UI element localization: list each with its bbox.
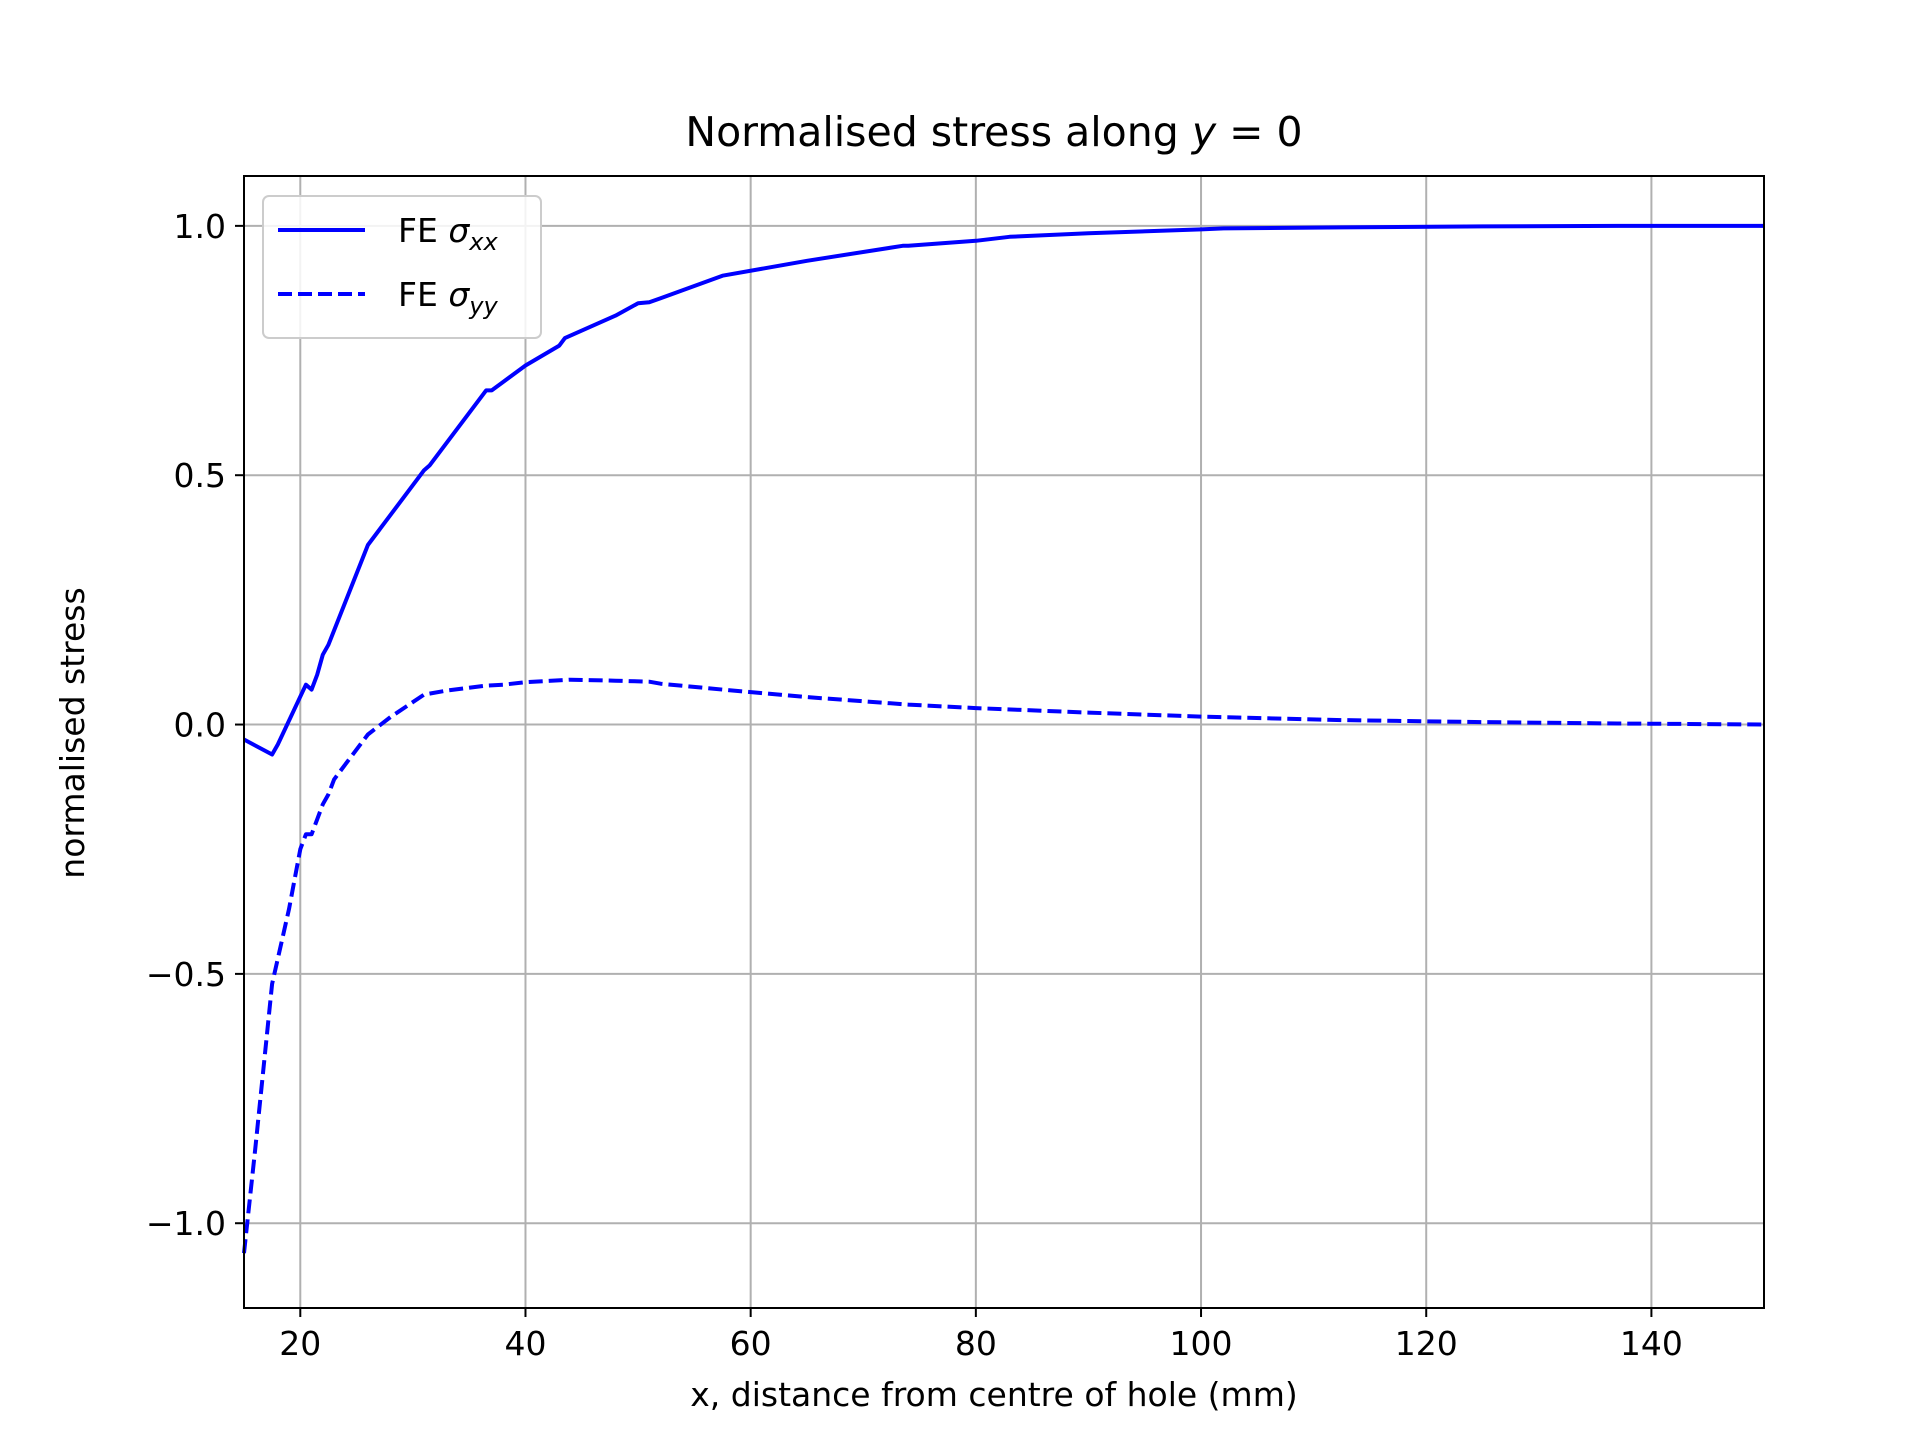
y-axis-label: normalised stress	[53, 587, 92, 878]
legend-label-sigma-yy: FE σyy	[398, 275, 498, 320]
y-tick-label: −1.0	[146, 1204, 226, 1243]
x-tick-label: 20	[279, 1324, 321, 1363]
y-tick-label: 0.5	[174, 456, 226, 495]
series-line-xx	[243, 223, 1764, 757]
y-tick-label: −0.5	[146, 955, 226, 994]
x-tick-label: 140	[1620, 1324, 1683, 1363]
x-tick-label: 40	[504, 1324, 546, 1363]
ticks: 20 40 60 80 100 120 140 −1.0 −0.5 0.0 0.5 1.0	[146, 207, 1683, 1363]
legend: FE σxx FE σyy	[262, 195, 542, 339]
series-group	[242, 223, 1765, 1254]
plot-frame	[243, 175, 1765, 1309]
chart-title: Normalised stress along y = 0	[685, 108, 1302, 156]
x-axis-label: x, distance from centre of hole (mm)	[690, 1375, 1297, 1414]
y-tick-label: 0.0	[174, 706, 226, 745]
x-tick-label: 60	[730, 1324, 772, 1363]
x-tick-label: 80	[955, 1324, 997, 1363]
series-line-yy	[242, 677, 1765, 1254]
grid	[244, 176, 1764, 1308]
x-tick-label: 120	[1395, 1324, 1458, 1363]
legend-label-sigma-xx: FE σxx	[398, 211, 498, 256]
x-tick-label: 100	[1170, 1324, 1233, 1363]
y-tick-label: 1.0	[174, 207, 226, 246]
